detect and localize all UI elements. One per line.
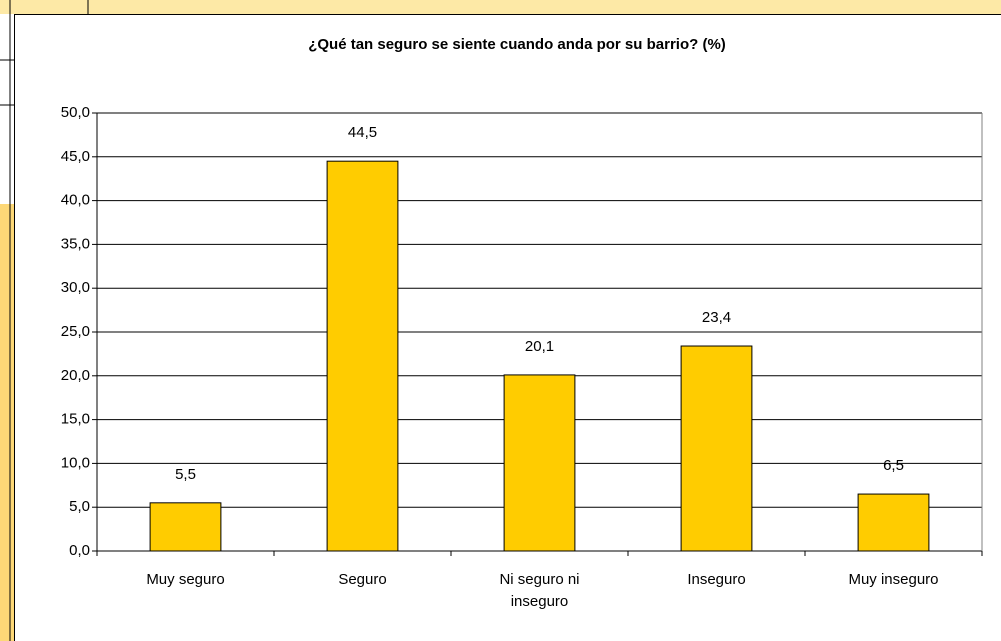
data-label: 6,5 (883, 457, 904, 474)
y-tick-label: 5,0 (69, 498, 90, 515)
y-tick-label: 0,0 (69, 542, 90, 559)
sheet-left-fill (0, 204, 14, 641)
bar (680, 345, 753, 552)
sheet-left (0, 14, 14, 204)
data-label: 5,5 (175, 466, 196, 483)
y-tick-label: 40,0 (61, 192, 90, 209)
y-tick-label: 10,0 (61, 454, 90, 471)
y-tick-label: 25,0 (61, 323, 90, 340)
chart-title: ¿Qué tan seguro se siente cuando anda po… (308, 36, 726, 53)
data-label: 23,4 (702, 309, 731, 326)
y-tick-label: 50,0 (61, 104, 90, 121)
y-tick-label: 45,0 (61, 148, 90, 165)
bar (326, 160, 399, 552)
x-tick-label: Ni seguro ni inseguro (499, 571, 580, 610)
bar (857, 493, 930, 552)
y-tick-label: 35,0 (61, 235, 90, 252)
x-tick-label: Inseguro (687, 571, 746, 588)
bar (149, 502, 222, 552)
bar (503, 374, 576, 552)
x-tick-label: Seguro (338, 571, 387, 588)
x-tick-label: Muy inseguro (848, 571, 939, 588)
y-tick-label: 20,0 (61, 367, 90, 384)
data-label: 44,5 (348, 124, 377, 141)
y-tick-label: 15,0 (61, 411, 90, 428)
x-tick-label: Muy seguro (146, 571, 225, 588)
y-tick-label: 30,0 (61, 279, 90, 296)
data-label: 20,1 (525, 338, 554, 355)
sheet-top (0, 0, 1001, 14)
